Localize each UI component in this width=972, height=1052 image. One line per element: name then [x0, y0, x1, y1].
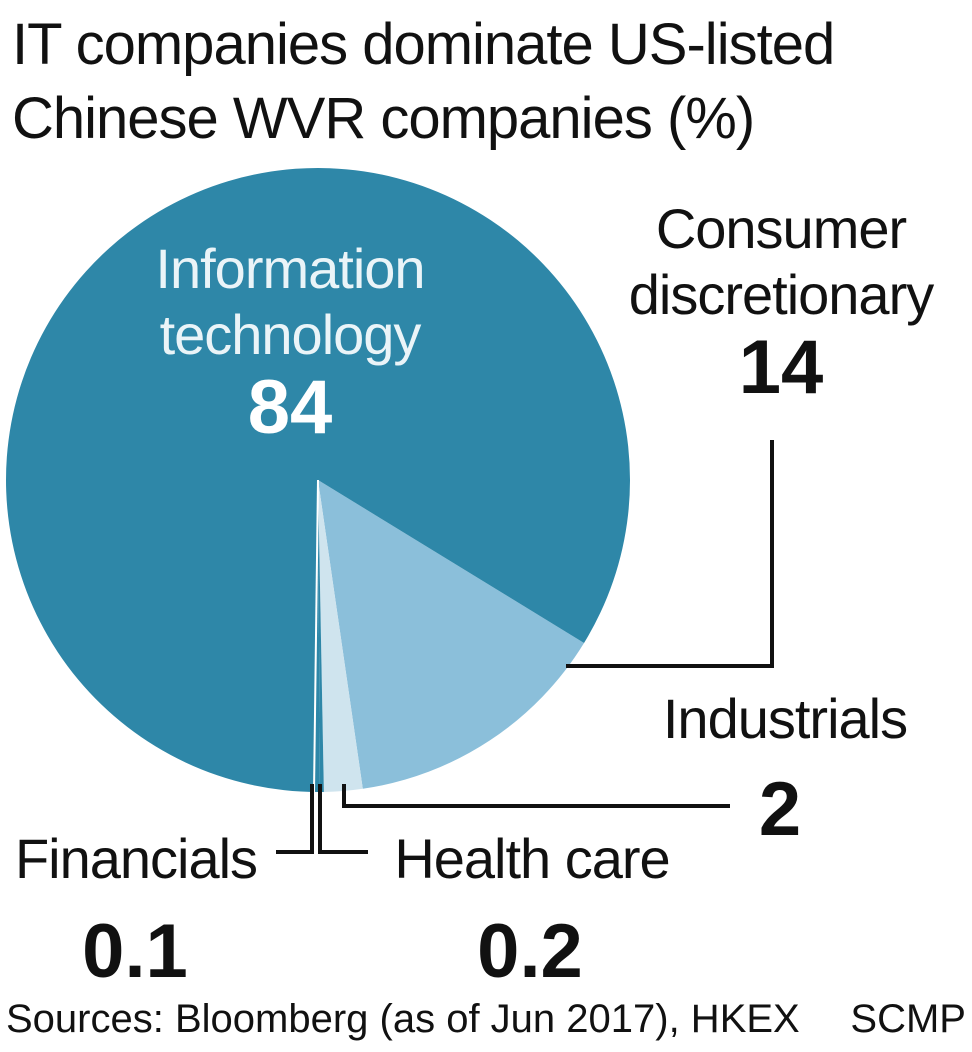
leader-financials — [276, 784, 314, 854]
value-information-technology: 84 — [247, 365, 333, 450]
pie-slices — [6, 168, 631, 793]
slice-divider — [313, 479, 319, 793]
source-note: Sources: Bloomberg (as of Jun 2017), HKE… — [6, 997, 800, 1041]
slice-industrials — [318, 480, 363, 792]
label-it-line-1: Information — [155, 237, 425, 300]
leader-health-care — [318, 784, 368, 854]
leader-lines — [276, 440, 774, 854]
label-consumer-discretionary: Consumer discretionary 14 — [596, 196, 966, 408]
chart-title: IT companies dominate US-listed Chinese … — [12, 8, 962, 156]
title-line-1: IT companies dominate US-listed — [12, 12, 835, 77]
label-it-line-2: technology — [159, 303, 422, 366]
label-financials: Financials — [14, 827, 258, 890]
value-consumer-discretionary: 14 — [738, 325, 824, 410]
label-industrials: Industrials — [640, 686, 930, 752]
slice-consumer-discretionary — [318, 480, 585, 789]
value-health-care: 0.2 — [477, 909, 583, 994]
label-cd-line-1: Consumer — [655, 197, 907, 260]
chart-footer: Sources: Bloomberg (as of Jun 2017), HKE… — [6, 994, 966, 1044]
slice-health-care — [318, 480, 324, 792]
value-financials: 0.1 — [82, 909, 188, 994]
label-cd-line-2: discretionary — [628, 263, 934, 326]
leader-consumer-discretionary — [566, 440, 774, 668]
value-industrials: 2 — [758, 767, 802, 852]
slice-financials — [318, 480, 320, 793]
leader-industrials — [342, 784, 730, 808]
credit: SCMP — [850, 997, 966, 1041]
label-health-care: Health care — [394, 827, 670, 890]
label-information-technology: Information technology 84 — [110, 236, 470, 448]
label-industrials-text: Industrials — [662, 687, 908, 750]
title-line-2: Chinese WVR companies (%) — [12, 86, 755, 151]
